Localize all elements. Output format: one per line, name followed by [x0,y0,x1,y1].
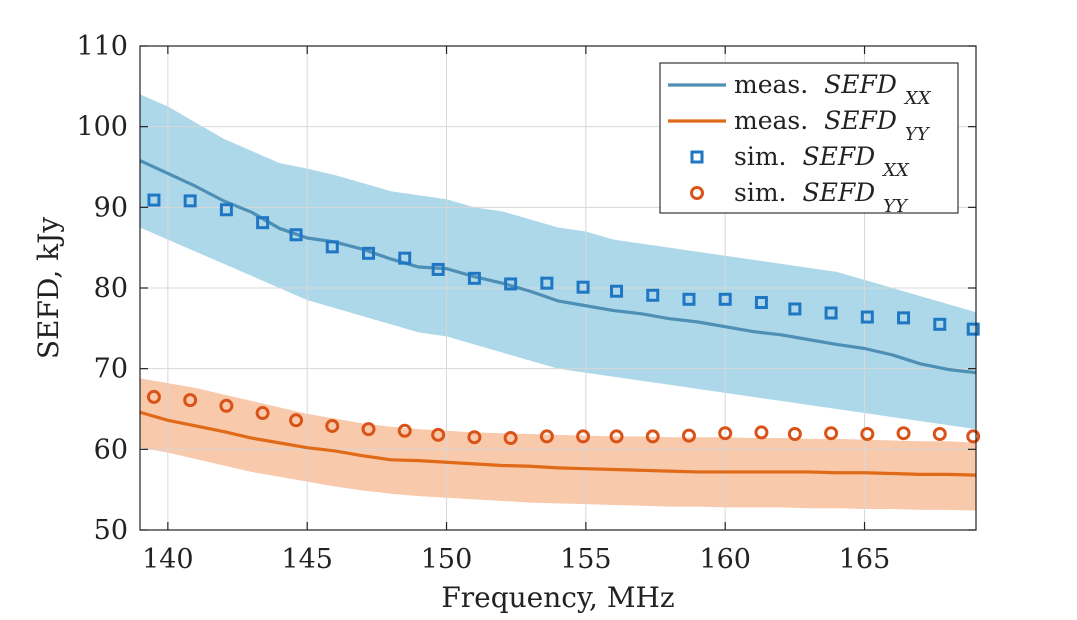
sim-xx-point-18 [788,302,802,316]
sim-yy-point-16 [718,426,733,441]
sim-yy-point-10 [503,431,518,446]
sim-yy-point-1 [183,393,198,408]
legend-subscript-meas-xx: XX [903,88,932,109]
sim-yy-point-14 [645,429,660,444]
legend-item-meas-yy: meas. SEFD YY [668,106,931,145]
x-axis-ticks: 140 145 150 155 160 165 [142,46,890,575]
sim-xx-point-21 [897,311,911,325]
legend: meas. SEFD XX meas. SEFD YY sim. SEFD [659,62,959,217]
sim-yy-point-4 [289,413,304,428]
sim-xx-point-15 [682,292,696,306]
legend-prefix-sim-xx: sim. [734,142,786,171]
sim-xx-point-1 [183,194,197,208]
y-axis-ticks: 50 60 70 80 90 100 110 [76,31,976,546]
sim-xx-point-14 [646,288,660,302]
sim-xx-point-5 [325,240,339,254]
legend-subscript-sim-yy: YY [883,196,909,217]
band-series-1 [140,94,976,430]
sim-yy-point-2 [219,398,234,413]
sim-xx-point-7 [398,251,412,265]
sim-yy-point-20 [860,427,875,442]
sim-xx-point-9 [467,271,481,285]
sim-yy-point-15 [681,428,696,443]
sim-yy-point-12 [576,429,591,444]
y-axis-title: SEFD, kJy [32,217,65,359]
x-tick-label-150: 150 [421,544,473,575]
y-tick-label-90: 90 [94,192,128,223]
legend-math-meas-yy: SEFD [824,106,897,135]
x-tick-label-140: 140 [142,544,194,575]
simulated-series [146,193,981,446]
legend-label-sim-xx: sim. SEFD XX [734,142,910,181]
measured-series [139,159,977,477]
x-tick-label-160: 160 [699,544,751,575]
sim-yy-point-6 [361,422,376,437]
y-tick-label-110: 110 [76,31,128,62]
x-axis-title: Frequency, MHz [441,581,674,614]
sim-xx-point-3 [256,216,270,230]
sim-yy-point-8 [431,427,446,442]
legend-prefix-sim-yy: sim. [734,178,786,207]
y-tick-label-100: 100 [76,112,128,143]
sim-yy-point-18 [787,427,802,442]
legend-math-sim-xx: SEFD [802,142,875,171]
sim-xx-point-17 [754,296,768,310]
legend-box [659,62,959,214]
y-tick-label-70: 70 [94,354,128,385]
x-tick-label-155: 155 [560,544,612,575]
legend-math-meas-xx: SEFD [824,70,897,99]
sim-yy-point-0 [146,389,161,404]
sim-xx-point-19 [824,306,838,320]
y-tick-label-60: 60 [94,434,128,465]
sim-yy-point-5 [325,418,340,433]
sim-xx-point-6 [362,246,376,260]
y-tick-label-80: 80 [94,273,128,304]
sim-xx-point-10 [504,277,518,291]
legend-label-meas-xx: meas. SEFD XX [734,70,932,109]
line-series-2 [139,410,977,477]
sim-xx-point-8 [431,262,445,276]
legend-item-meas-xx: meas. SEFD XX [668,70,932,109]
sim-yy-point-21 [896,426,911,441]
legend-subscript-sim-xx: XX [881,160,910,181]
sim-yy-point-17 [754,425,769,440]
y-tick-label-50: 50 [94,515,128,546]
line-series-0 [139,159,977,375]
x-tick-label-145: 145 [281,544,333,575]
legend-swatch-square-xx [690,150,704,164]
sim-yy-point-9 [467,430,482,445]
sim-yy-point-22 [932,427,947,442]
legend-swatch-circle-yy [690,186,704,200]
sim-yy-point-23 [966,429,981,444]
sim-xx-point-13 [610,284,624,298]
legend-subscript-meas-yy: YY [905,124,931,145]
sim-xx-point-2 [219,203,233,217]
sim-xx-point-16 [718,292,732,306]
sim-xx-point-11 [540,276,554,290]
uncertainty-bands [140,94,976,511]
legend-math-sim-yy: SEFD [802,178,875,207]
legend-item-sim-yy: sim. SEFD YY [690,178,909,217]
legend-item-sim-xx: sim. SEFD XX [690,142,910,181]
legend-prefix-meas-xx: meas. [734,70,808,99]
sim-xx-point-20 [860,310,874,324]
sim-xx-point-12 [576,280,590,294]
sim-yy-point-3 [255,406,270,421]
sim-yy-point-19 [824,426,839,441]
legend-label-meas-yy: meas. SEFD YY [734,106,931,145]
sim-xx-point-0 [147,193,161,207]
sim-yy-point-7 [397,423,412,438]
legend-label-sim-yy: sim. SEFD YY [734,178,909,217]
legend-prefix-meas-yy: meas. [734,106,808,135]
sim-yy-point-13 [609,429,624,444]
sim-xx-point-4 [289,228,303,242]
x-tick-label-165: 165 [839,544,891,575]
sim-xx-point-23 [966,322,980,336]
sim-xx-point-22 [933,317,947,331]
band-series-3 [140,378,976,511]
sim-yy-point-11 [539,429,554,444]
